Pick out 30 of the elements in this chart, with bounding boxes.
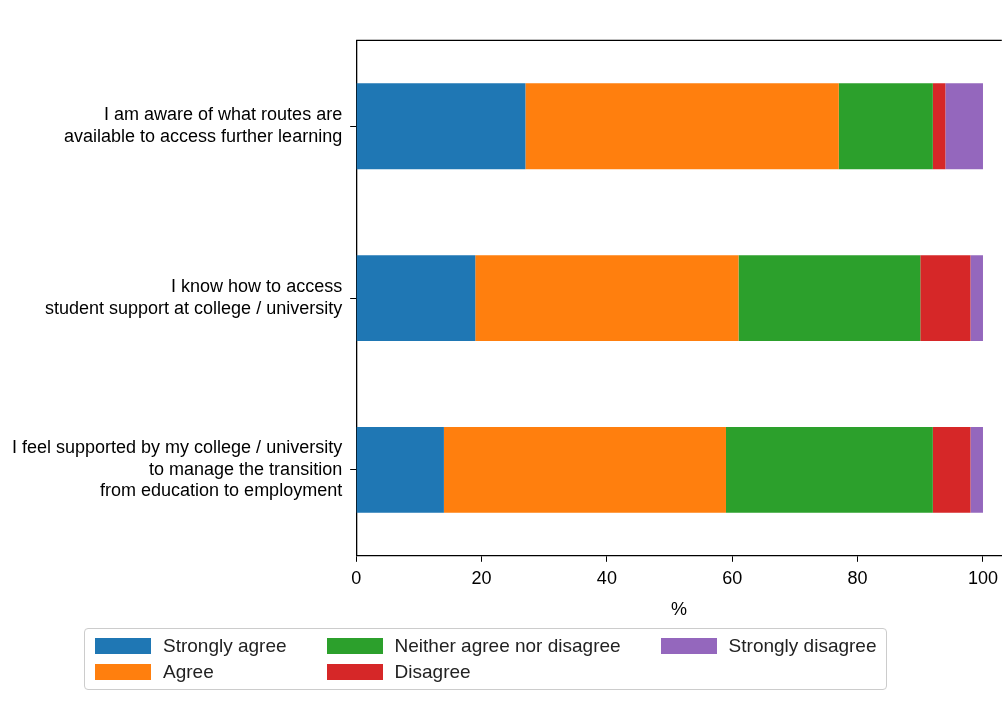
bar [838, 83, 933, 170]
x-tick-label: 20 [471, 567, 492, 588]
legend-label: Neither agree nor disagree [394, 635, 621, 657]
bar [443, 426, 726, 513]
x-tick-label: 100 [967, 567, 999, 588]
bar [725, 426, 933, 513]
legend-label: Agree [163, 661, 214, 683]
y-tick-label: I feel supported by my college / university to manage the transition from education to employment [11, 437, 343, 501]
bar [945, 83, 983, 170]
bar [356, 255, 476, 342]
y-tick-label: I am aware of what routes are available to access further learning [64, 104, 343, 147]
y-tick-label: I know how to access student support at college / university [44, 276, 343, 318]
bar [920, 255, 971, 342]
x-tick-label: 80 [847, 567, 868, 588]
legend-label: Strongly agree [163, 635, 287, 657]
x-tick-label: 60 [722, 567, 743, 588]
bar [475, 255, 739, 342]
bar [738, 255, 921, 342]
bar [932, 426, 971, 513]
legend-label: Strongly disagree [728, 635, 877, 657]
x-tick-label: 0 [351, 567, 362, 588]
x-tick-label: 40 [596, 567, 617, 588]
bar [356, 426, 444, 513]
legend-label: Disagree [394, 661, 471, 683]
x-axis-title: % [670, 599, 687, 620]
bar [356, 83, 526, 170]
bar [970, 255, 983, 342]
bar [525, 83, 839, 170]
bar [970, 426, 983, 513]
bar [932, 83, 946, 170]
